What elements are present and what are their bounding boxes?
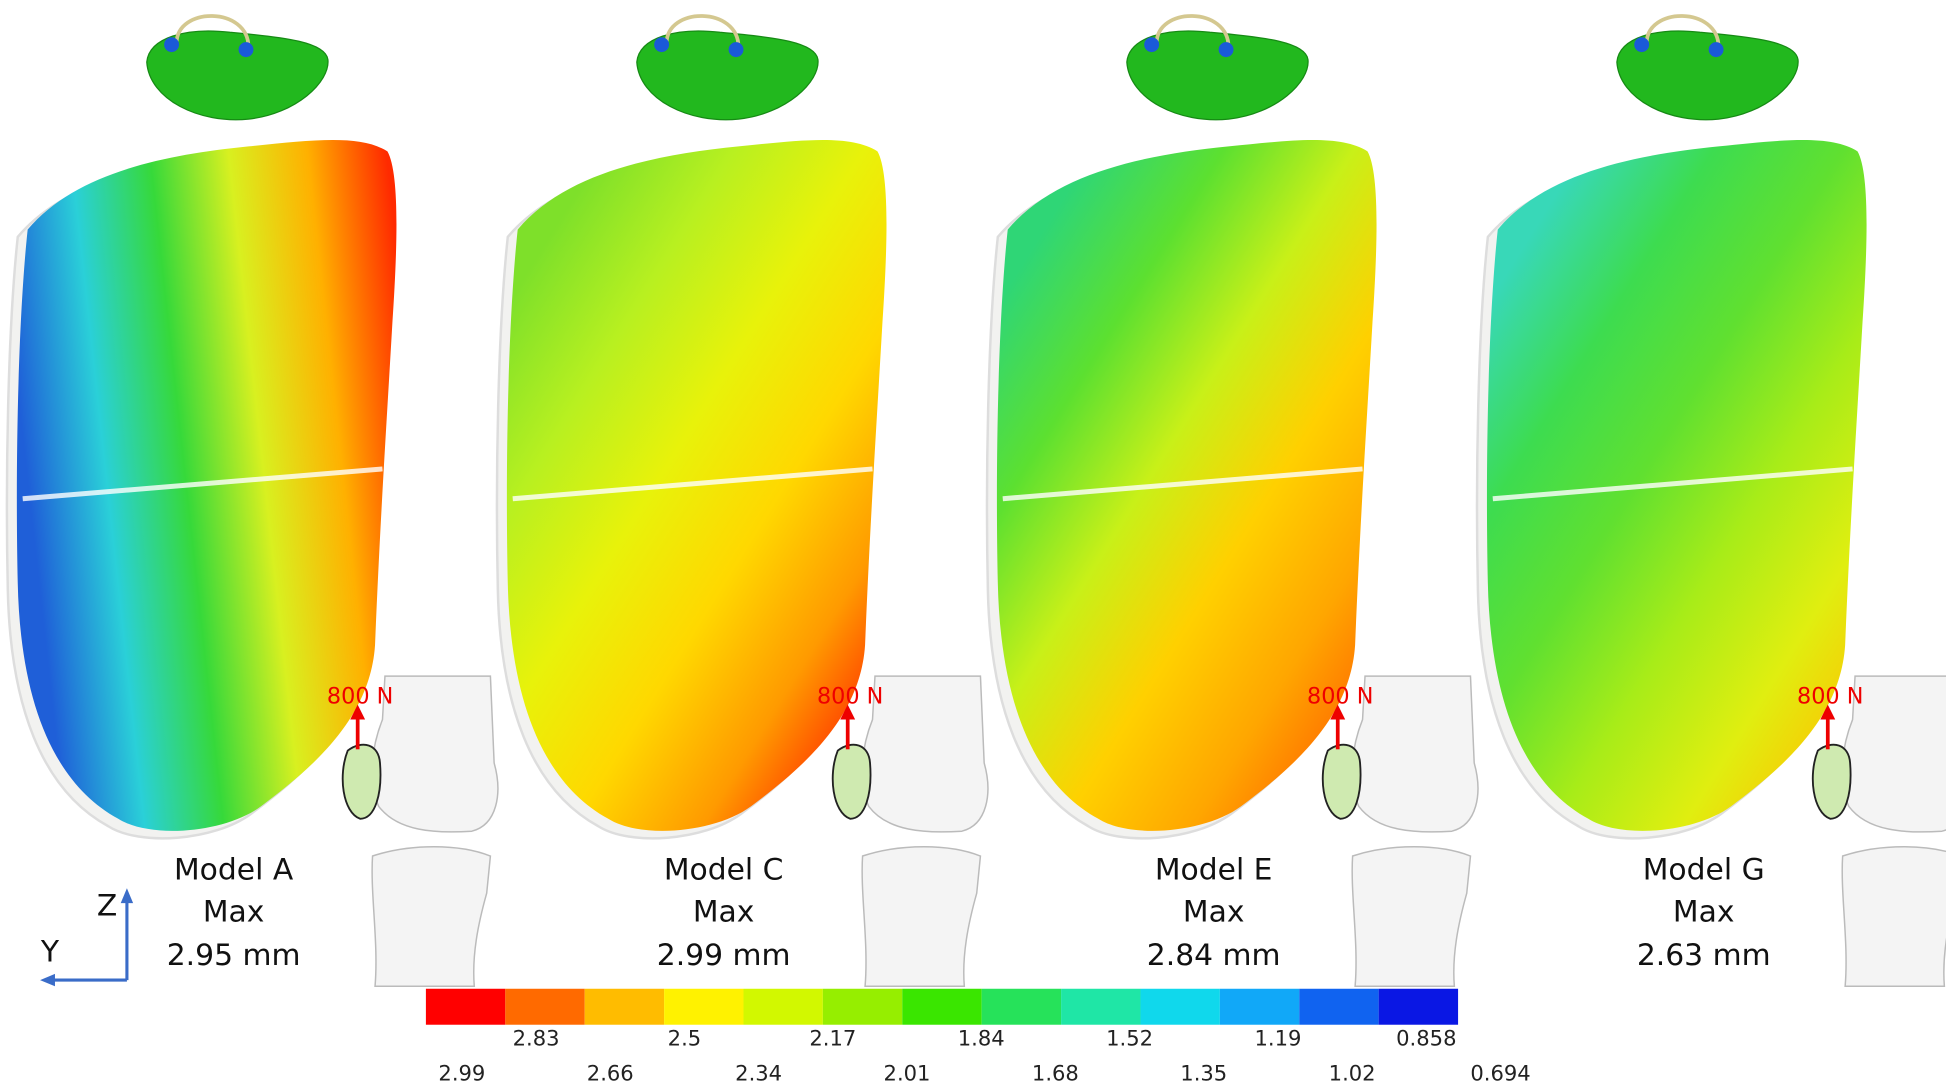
- cap-hole: [164, 37, 180, 53]
- colorbar-swatch: [425, 988, 506, 1025]
- model-name: Model G: [1643, 852, 1765, 887]
- cap-wire: [174, 14, 251, 48]
- force-label: 800 N: [1307, 684, 1373, 710]
- model-name: Model E: [1155, 852, 1273, 887]
- colorbar-label: 1.84: [958, 1026, 1005, 1051]
- knee-sketch: [1321, 675, 1479, 988]
- tibia: [861, 845, 982, 988]
- colorbar-label: 1.02: [1329, 1060, 1376, 1085]
- colorbar-label: 2.34: [735, 1060, 782, 1085]
- max-label: Max: [1673, 895, 1735, 930]
- force-label: 800 N: [817, 684, 883, 710]
- force-arrowhead: [840, 704, 856, 720]
- patella: [1811, 743, 1852, 820]
- split-line: [1492, 466, 1853, 502]
- colorbar-swatch: [1219, 988, 1300, 1025]
- cap: [146, 30, 329, 121]
- colorbar-swatch: [505, 988, 585, 1025]
- z-arrow: [120, 888, 134, 904]
- max-value: 2.63 mm: [1637, 938, 1771, 973]
- model-panel: 800 N Model A Max 2.95 mm: [5, 14, 499, 988]
- colorbar-swatch: [902, 988, 982, 1025]
- colorbar-label: 0.694: [1470, 1060, 1530, 1085]
- model-panel: 800 N Model G Max 2.63 mm: [1475, 14, 1946, 988]
- cap: [636, 30, 819, 121]
- colorbar-swatch: [1299, 988, 1379, 1025]
- colorbar-label: 0.858: [1396, 1026, 1456, 1051]
- max-label: Max: [1183, 895, 1245, 930]
- force-arrowhead: [350, 704, 366, 720]
- colorbar-label: 2.01: [884, 1060, 931, 1085]
- cap-hole: [728, 42, 744, 58]
- colorbar-label: 2.99: [438, 1060, 485, 1085]
- model-name: Model C: [664, 852, 784, 887]
- max-value: 2.95 mm: [167, 938, 301, 973]
- knee-sketch: [831, 675, 989, 988]
- patella: [341, 743, 382, 820]
- axes-triad: Z Y: [40, 888, 134, 987]
- max-value: 2.84 mm: [1147, 938, 1281, 973]
- model-name: Model A: [174, 852, 294, 887]
- colorbar-label: 1.52: [1106, 1026, 1153, 1051]
- force-arrowhead: [1820, 704, 1836, 720]
- cap-hole: [238, 42, 254, 58]
- split-line: [1002, 466, 1363, 502]
- patella: [1321, 743, 1362, 820]
- split-line: [22, 466, 383, 502]
- knee-sketch: [341, 675, 499, 988]
- cap-hole: [1634, 37, 1650, 53]
- cap-wire: [664, 14, 741, 48]
- tibia: [1351, 845, 1472, 988]
- colorbar-label: 2.83: [513, 1026, 560, 1051]
- model-panel: 800 N Model C Max 2.99 mm: [495, 14, 989, 988]
- colorbar-label: 2.17: [809, 1026, 856, 1051]
- y-arrow: [40, 973, 55, 987]
- cap: [1616, 30, 1799, 121]
- colorbar-label: 1.35: [1180, 1060, 1227, 1085]
- colorbar-swatch: [822, 988, 903, 1025]
- force-arrowhead: [1330, 704, 1346, 720]
- cap-hole: [654, 37, 670, 53]
- colorbar-label: 1.68: [1032, 1060, 1079, 1085]
- colorbar-swatch: [584, 988, 665, 1025]
- colorbar-swatch: [743, 988, 823, 1025]
- max-value: 2.99 mm: [657, 938, 791, 973]
- colorbar: 2.99 2.83 2.66 2.5 2.34 2.17 2.01 1.84 1.68 1.52 1…: [425, 988, 1531, 1085]
- max-label: Max: [693, 895, 755, 930]
- patella: [831, 743, 872, 820]
- force-label: 800 N: [327, 684, 393, 710]
- cap-hole: [1708, 42, 1724, 58]
- tibia: [371, 845, 492, 988]
- max-label: Max: [203, 895, 265, 930]
- tibia: [1841, 845, 1946, 988]
- force-label: 800 N: [1797, 684, 1863, 710]
- colorbar-swatch: [1378, 988, 1459, 1025]
- model-panel: 800 N Model E Max 2.84 mm: [985, 14, 1479, 988]
- z-label: Z: [97, 888, 117, 923]
- colorbar-label: 2.5: [668, 1026, 702, 1051]
- cap-hole: [1218, 42, 1234, 58]
- split-line: [512, 466, 873, 502]
- colorbar-swatch: [981, 988, 1062, 1025]
- colorbar-label: 1.19: [1254, 1026, 1301, 1051]
- knee-sketch: [1811, 675, 1946, 988]
- cap-wire: [1644, 14, 1721, 48]
- colorbar-label: 2.66: [587, 1060, 634, 1085]
- cap-wire: [1154, 14, 1231, 48]
- colorbar-swatch: [1061, 988, 1141, 1025]
- cap: [1126, 30, 1309, 121]
- colorbar-swatch: [664, 988, 744, 1025]
- colorbar-swatch: [1140, 988, 1220, 1025]
- y-label: Y: [40, 934, 60, 969]
- cap-hole: [1144, 37, 1160, 53]
